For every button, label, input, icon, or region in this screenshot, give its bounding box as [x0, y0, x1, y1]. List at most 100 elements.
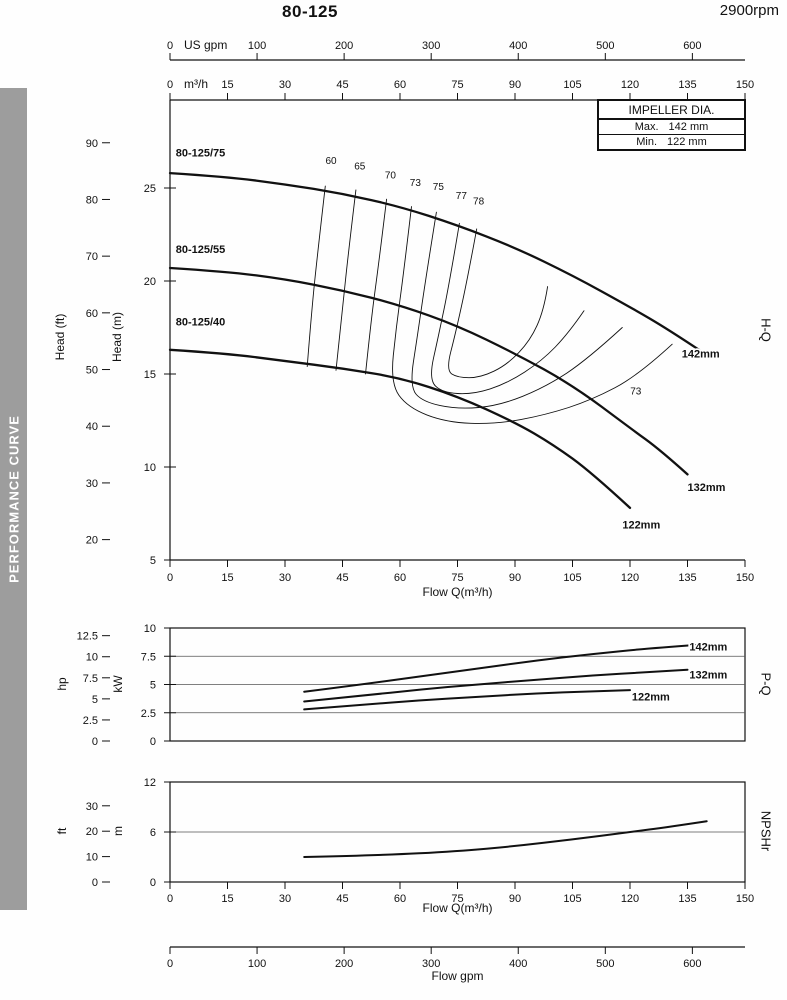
impeller-min-row: Min. 122 mm: [599, 134, 744, 149]
m3h-tick-label: 105: [563, 79, 581, 91]
efficiency-contour-73: [392, 206, 673, 424]
npshr-ft-tick-label: 0: [92, 877, 98, 889]
efficiency-label-73: 73: [410, 178, 422, 189]
ft-axis-label: ft: [55, 827, 69, 835]
impeller-dia-box: IMPELLER DIA. Max. 142 mm Min. 122 mm: [597, 99, 746, 151]
npshr-x-tick-label: 0: [167, 893, 173, 905]
hq-x-tick-label: 30: [279, 572, 291, 584]
impeller-max-row: Max. 142 mm: [599, 120, 744, 134]
flow-gpm-axis-label: Flow gpm: [431, 969, 484, 983]
us-gpm-unit-label: US gpm: [184, 38, 227, 52]
efficiency-label-75: 75: [433, 182, 445, 193]
npshr-m-tick-label: 0: [150, 877, 156, 889]
head-m-tick-label: 5: [150, 555, 156, 567]
npshr-x-tick-label: 135: [678, 893, 696, 905]
performance-curve-sidebar: PERFORMANCE CURVE: [0, 88, 27, 910]
sidebar-label: PERFORMANCE CURVE: [6, 415, 21, 583]
efficiency-label-60: 60: [325, 156, 337, 167]
efficiency-contour-75: [411, 211, 623, 409]
m3h-tick-label: 45: [336, 79, 348, 91]
efficiency-label-65: 65: [354, 161, 366, 172]
npshr-curve: [303, 820, 708, 858]
head-ft-tick-label: 40: [86, 421, 98, 433]
efficiency-label-77: 77: [456, 191, 468, 202]
kw-tick-label: 7.5: [141, 651, 156, 663]
hq-x-tick-label: 75: [451, 572, 463, 584]
npshr-ft-tick-label: 20: [86, 826, 98, 838]
impeller-min-label: Min.: [636, 136, 658, 148]
head-ft-axis-label: Head (ft): [53, 313, 67, 361]
hq-x-tick-label: 135: [678, 572, 696, 584]
efficiency-annotation-73: 73: [630, 386, 642, 397]
head-m-tick-label: 10: [144, 462, 156, 474]
m3h-tick-label: 0: [167, 79, 173, 91]
npshr-x-tick-label: 150: [736, 893, 754, 905]
hp-tick-label: 0: [92, 736, 98, 748]
pq-curve-122mm: [303, 689, 631, 711]
m3h-tick-label: 60: [394, 79, 406, 91]
impeller-dia-header: IMPELLER DIA.: [599, 101, 744, 120]
head-ft-tick-label: 60: [86, 308, 98, 320]
efficiency-contour-65: [335, 189, 357, 371]
hp-tick-label: 10: [86, 652, 98, 664]
us-gpm-tick-label: 200: [335, 40, 353, 52]
m3h-tick-label: 15: [221, 79, 233, 91]
kw-tick-label: 5: [150, 680, 156, 692]
m3h-tick-label: 120: [621, 79, 639, 91]
hq-side-label: H-Q: [758, 318, 774, 342]
impeller-diameter-label-142mm: 142mm: [682, 348, 720, 360]
m-axis-label: m: [111, 826, 125, 836]
us-gpm-tick-label: 400: [509, 40, 527, 52]
hq-x-tick-label: 90: [509, 572, 521, 584]
hq-x-tick-label: 60: [394, 572, 406, 584]
m3h-tick-label: 135: [678, 79, 696, 91]
npshr-x-tick-label: 15: [221, 893, 233, 905]
efficiency-contour-77: [431, 222, 585, 395]
hq-x-tick-label: 150: [736, 572, 754, 584]
head-m-tick-label: 15: [144, 369, 156, 381]
impeller-diameter-label-122mm: 122mm: [622, 519, 660, 531]
gpm-tick-label: 500: [596, 958, 614, 970]
npshr-x-tick-label: 90: [509, 893, 521, 905]
hp-tick-label: 7.5: [83, 673, 98, 685]
npshr-x-tick-label: 45: [336, 893, 348, 905]
head-ft-tick-label: 20: [86, 535, 98, 547]
gpm-tick-label: 300: [422, 958, 440, 970]
us-gpm-tick-label: 600: [683, 40, 701, 52]
efficiency-contour-60: [306, 185, 326, 368]
curve-name-label-122mm: 80-125/40: [176, 317, 226, 329]
head-ft-tick-label: 70: [86, 251, 98, 263]
npshr-side-label: NPSHr: [758, 810, 774, 852]
pq-side-label: P-Q: [758, 672, 774, 696]
impeller-diameter-label-132mm: 132mm: [688, 482, 726, 494]
hq-curve-122mm: [168, 348, 632, 510]
pq-impeller-label-132mm: 132mm: [689, 669, 727, 681]
hq-x-tick-label: 45: [336, 572, 348, 584]
hq-x-tick-label: 0: [167, 572, 173, 584]
efficiency-contour-78: [448, 228, 549, 379]
curve-name-label-132mm: 80-125/55: [176, 244, 226, 256]
rpm-label: 2900rpm: [719, 2, 779, 19]
head-ft-tick-label: 80: [86, 194, 98, 206]
hp-tick-label: 2.5: [83, 715, 98, 727]
impeller-max-label: Max.: [634, 121, 659, 133]
hp-axis-label: hp: [55, 677, 69, 691]
gpm-tick-label: 600: [683, 958, 701, 970]
npshr-x-tick-label: 60: [394, 893, 406, 905]
pq-impeller-label-142mm: 142mm: [689, 642, 727, 654]
head-m-axis-label: Head (m): [110, 311, 124, 363]
gpm-tick-label: 100: [248, 958, 266, 970]
hq-x-tick-label: 15: [221, 572, 233, 584]
npshr-m-tick-label: 12: [144, 777, 156, 789]
pump-model-title: 80-125: [282, 2, 338, 21]
hp-tick-label: 12.5: [77, 631, 98, 643]
pq-curve-142mm: [303, 644, 697, 693]
hq-x-tick-label: 105: [563, 572, 581, 584]
npshr-ft-tick-label: 10: [86, 852, 98, 864]
kw-tick-label: 10: [144, 623, 156, 635]
us-gpm-tick-label: 0: [167, 40, 173, 52]
head-m-tick-label: 20: [144, 276, 156, 288]
m3h-tick-label: 90: [509, 79, 521, 91]
curve-name-label-142mm: 80-125/75: [176, 147, 226, 159]
